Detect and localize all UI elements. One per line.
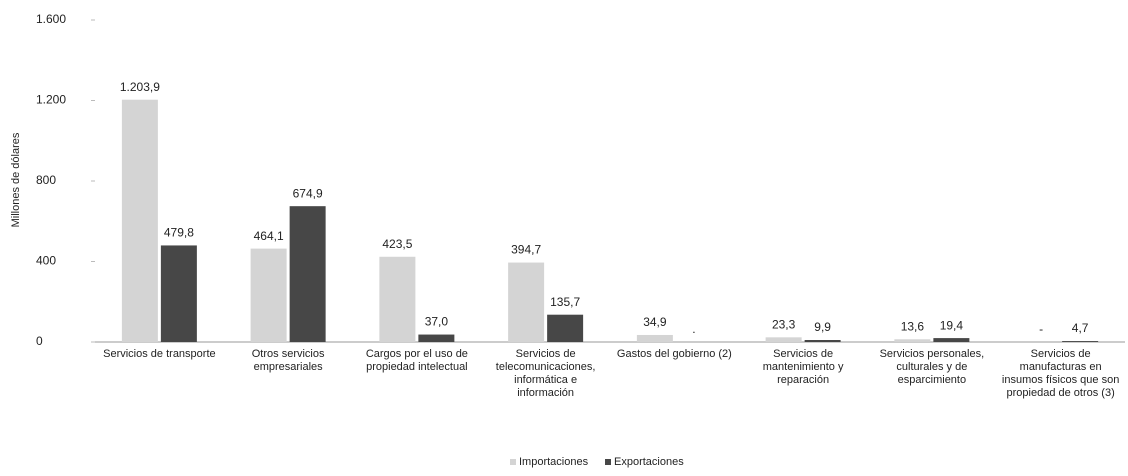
bar xyxy=(547,314,584,342)
value-label: 34,9 xyxy=(643,315,667,329)
value-label: 135,7 xyxy=(550,295,580,309)
x-tick-label: Servicios de telecomunicaciones, informá… xyxy=(495,348,596,399)
x-tick-label: Servicios de mantenimiento y reparación xyxy=(762,348,844,386)
bar xyxy=(804,340,841,342)
value-label: 23,3 xyxy=(772,317,796,331)
y-tick-label: 1.200 xyxy=(36,93,66,107)
x-tick-label: Cargos por el uso de propiedad intelectu… xyxy=(365,348,468,373)
bar xyxy=(933,338,970,342)
x-tick-label: Servicios personales, culturales y de es… xyxy=(879,348,985,386)
value-label: 1.203,9 xyxy=(120,80,160,94)
bar xyxy=(250,248,287,342)
x-tick-label: Servicios de manufacturas en insumos fís… xyxy=(1001,348,1120,399)
bar xyxy=(508,262,545,342)
bar xyxy=(418,334,455,342)
bar xyxy=(379,256,416,342)
x-tick-label: Servicios de transporte xyxy=(103,348,216,360)
bar xyxy=(160,245,197,342)
legend-item: Exportaciones xyxy=(605,456,684,468)
value-label: 37,0 xyxy=(425,315,449,329)
bar xyxy=(636,334,673,342)
legend-item: Importaciones xyxy=(510,456,588,468)
x-tick-label: Gastos del gobierno (2) xyxy=(616,348,732,360)
value-label: - xyxy=(1039,322,1043,336)
y-axis-label: Millones de dólares xyxy=(10,132,22,227)
legend-label: Importaciones xyxy=(519,456,589,468)
x-tick-label: Otros servicios empresariales xyxy=(251,348,325,373)
value-label: 4,7 xyxy=(1072,321,1089,335)
value-label: 394,7 xyxy=(511,243,541,257)
y-tick-label: 800 xyxy=(36,173,56,187)
value-label: 9,9 xyxy=(814,320,831,334)
y-tick-label: 400 xyxy=(36,254,56,268)
value-label: 464,1 xyxy=(254,229,284,243)
bar xyxy=(1062,341,1099,342)
bar xyxy=(289,206,326,342)
value-label: 19,4 xyxy=(940,318,964,332)
value-label: . xyxy=(692,322,695,336)
bar xyxy=(765,337,802,342)
legend-label: Exportaciones xyxy=(614,456,684,468)
y-tick-label: 0 xyxy=(36,334,43,348)
y-tick-label: 1.600 xyxy=(36,12,66,26)
value-label: 423,5 xyxy=(382,237,412,251)
legend-swatch xyxy=(605,459,611,465)
value-label: 674,9 xyxy=(293,186,323,200)
bar xyxy=(894,339,931,342)
value-label: 13,6 xyxy=(901,319,925,333)
value-label: 479,8 xyxy=(164,226,194,240)
bar xyxy=(121,99,158,343)
legend-swatch xyxy=(510,459,516,465)
